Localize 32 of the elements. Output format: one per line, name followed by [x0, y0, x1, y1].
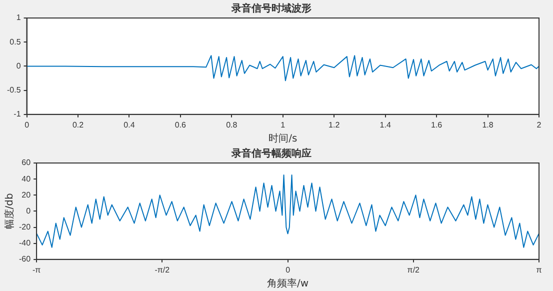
y-tick-label: -60: [19, 254, 32, 264]
x-tick-label: 0: [286, 265, 291, 274]
y-tick-label: 1: [16, 13, 22, 22]
x-tick-label: 1.2: [328, 120, 340, 130]
x-tick-label: 0.6: [174, 120, 187, 130]
x-tick-label: 1: [280, 120, 286, 130]
x-tick-label: π: [536, 265, 542, 274]
y-tick-label: 0.5: [10, 37, 22, 46]
x-tick-label: 0.8: [226, 120, 238, 130]
y-tick-label: 40: [22, 174, 32, 184]
x-tick-label: 1.8: [482, 120, 494, 130]
x-tick-label: -π/2: [154, 265, 170, 274]
x-tick-label: -π: [32, 265, 42, 274]
y-tick-label: 0: [26, 206, 32, 216]
y-tick-label: 60: [22, 158, 32, 168]
x-tick-label: 1.4: [380, 120, 392, 130]
x-axis-title: 角频率/w: [267, 278, 309, 290]
y-tick-label: -20: [19, 222, 32, 232]
y-tick-label: -1: [14, 110, 22, 119]
x-tick-label: 0.4: [124, 120, 136, 130]
x-tick-label: 2: [536, 120, 542, 130]
y-tick-label: -40: [19, 238, 32, 248]
chart-title: 录音信号幅频响应: [230, 148, 312, 160]
y-tick-label: 0: [16, 61, 22, 70]
y-axis-title: 幅度/db: [4, 193, 16, 230]
chart-title: 录音信号时域波形: [230, 2, 312, 15]
x-tick-label: 0.2: [72, 120, 84, 130]
x-tick-label: π/2: [407, 265, 420, 274]
y-tick-label: 20: [22, 190, 32, 200]
x-tick-label: 1.6: [430, 120, 443, 130]
x-axis-title: 时间/s: [268, 132, 298, 145]
y-tick-label: -0.5: [6, 86, 22, 95]
